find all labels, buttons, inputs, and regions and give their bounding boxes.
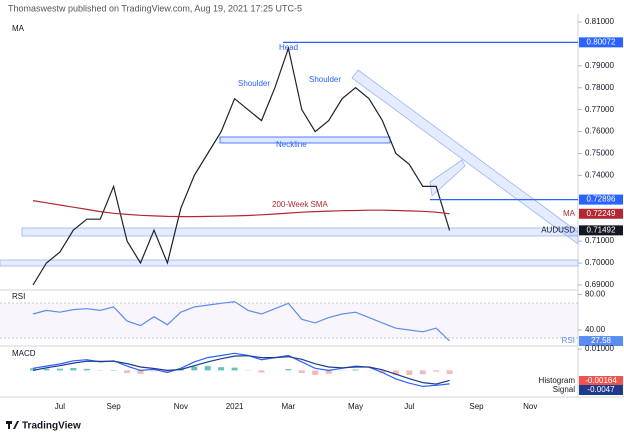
histogram-bar bbox=[124, 370, 131, 373]
pane-title: RSI bbox=[12, 292, 25, 301]
x-tick-label: Sep bbox=[107, 402, 122, 411]
series-line bbox=[32, 200, 450, 218]
y-tick-label: 0.79000 bbox=[585, 61, 614, 70]
price-tag bbox=[579, 208, 623, 219]
histogram-bar bbox=[419, 370, 426, 375]
footer: TradingView bbox=[22, 421, 81, 432]
histogram-bar bbox=[446, 370, 453, 374]
histogram-bar bbox=[325, 370, 332, 374]
y-tick-label: 0.01000 bbox=[585, 344, 614, 353]
histogram-bar bbox=[30, 368, 36, 371]
y-tick-label: 0.71000 bbox=[585, 236, 614, 245]
publisher: Thomaswestw published on TradingView.com… bbox=[8, 3, 302, 13]
price-tag bbox=[579, 194, 623, 205]
y-tick-label: 80.00 bbox=[585, 290, 606, 299]
footer-logo bbox=[6, 421, 19, 429]
price-tag-label: 0.80072 bbox=[587, 37, 616, 46]
y-tick-label: 40.00 bbox=[585, 325, 606, 334]
price-tag bbox=[579, 336, 623, 347]
histogram-bar bbox=[191, 366, 198, 371]
x-tick-label: May bbox=[348, 402, 363, 411]
histogram-bar bbox=[406, 370, 413, 375]
price-tag-name: MA bbox=[563, 209, 576, 218]
x-tick-label: Jul bbox=[404, 402, 414, 411]
y-tick-label: 0.81000 bbox=[585, 17, 614, 26]
histogram-bar bbox=[83, 368, 90, 371]
histogram-bar bbox=[137, 370, 144, 374]
x-tick-label: 2021 bbox=[226, 402, 244, 411]
y-tick-label: 0.78000 bbox=[585, 83, 614, 92]
series-line bbox=[32, 46, 451, 286]
series-line bbox=[32, 355, 450, 385]
histogram-bar bbox=[433, 370, 440, 372]
series-line bbox=[32, 300, 451, 342]
legend-value: -0.0047 bbox=[587, 385, 615, 394]
y-tick-label: 0.70000 bbox=[585, 258, 614, 267]
histogram-bar bbox=[298, 370, 305, 373]
histogram-bar bbox=[204, 366, 211, 371]
y-tick-label: 0.76000 bbox=[585, 127, 614, 136]
legend-value: -0.00164 bbox=[585, 376, 617, 385]
legend-name: Signal bbox=[553, 385, 575, 394]
annotation: 200-Week SMA bbox=[272, 200, 329, 209]
legend-box bbox=[579, 376, 623, 386]
y-tick-label: 0.75000 bbox=[585, 149, 614, 158]
histogram-bar bbox=[231, 367, 238, 371]
price-tag bbox=[579, 225, 623, 236]
rsi-band-fill bbox=[0, 303, 578, 338]
price-tag bbox=[579, 37, 623, 48]
price-tag-label: 0.72249 bbox=[587, 209, 616, 218]
pane-title: MA bbox=[12, 24, 25, 33]
price-tag-name: RSI bbox=[562, 336, 575, 345]
trend-channel bbox=[351, 69, 579, 245]
y-tick-label: 0.74000 bbox=[585, 171, 614, 180]
histogram-bar bbox=[258, 370, 265, 373]
legend-box bbox=[579, 385, 623, 395]
histogram-bar bbox=[285, 369, 292, 371]
histogram-bar bbox=[379, 370, 386, 374]
annotation: Shoulder bbox=[238, 79, 270, 88]
x-tick-label: Jul bbox=[55, 402, 65, 411]
histogram-bar bbox=[56, 368, 63, 371]
price-tag-label: 0.72896 bbox=[587, 195, 616, 204]
annotation: Shoulder bbox=[309, 75, 341, 84]
x-tick-label: Nov bbox=[174, 402, 188, 411]
histogram-bar bbox=[352, 369, 359, 371]
y-tick-label: 0.77000 bbox=[585, 105, 614, 114]
price-tag-label: 0.71492 bbox=[587, 225, 616, 234]
annotation: Neckline bbox=[276, 140, 307, 149]
histogram-bar bbox=[70, 368, 77, 371]
x-tick-label: Sep bbox=[469, 402, 484, 411]
legend-name: Histogram bbox=[539, 376, 576, 385]
x-tick-label: Nov bbox=[523, 402, 537, 411]
histogram-bar bbox=[43, 368, 50, 371]
histogram-bar bbox=[164, 370, 171, 373]
price-tag-name: AUDUSD bbox=[541, 225, 575, 234]
histogram-bar bbox=[312, 370, 319, 375]
pane-title: MACD bbox=[12, 349, 36, 358]
histogram-bar bbox=[392, 370, 399, 376]
support-zone bbox=[21, 227, 579, 237]
histogram-bar bbox=[150, 370, 157, 372]
price-tag-label: 27.58 bbox=[591, 336, 612, 345]
flag-channel bbox=[429, 159, 466, 197]
y-tick-label: 0.69000 bbox=[585, 280, 614, 289]
histogram-bar bbox=[218, 367, 225, 371]
x-tick-label: Mar bbox=[281, 402, 295, 411]
support-zone bbox=[0, 259, 579, 267]
